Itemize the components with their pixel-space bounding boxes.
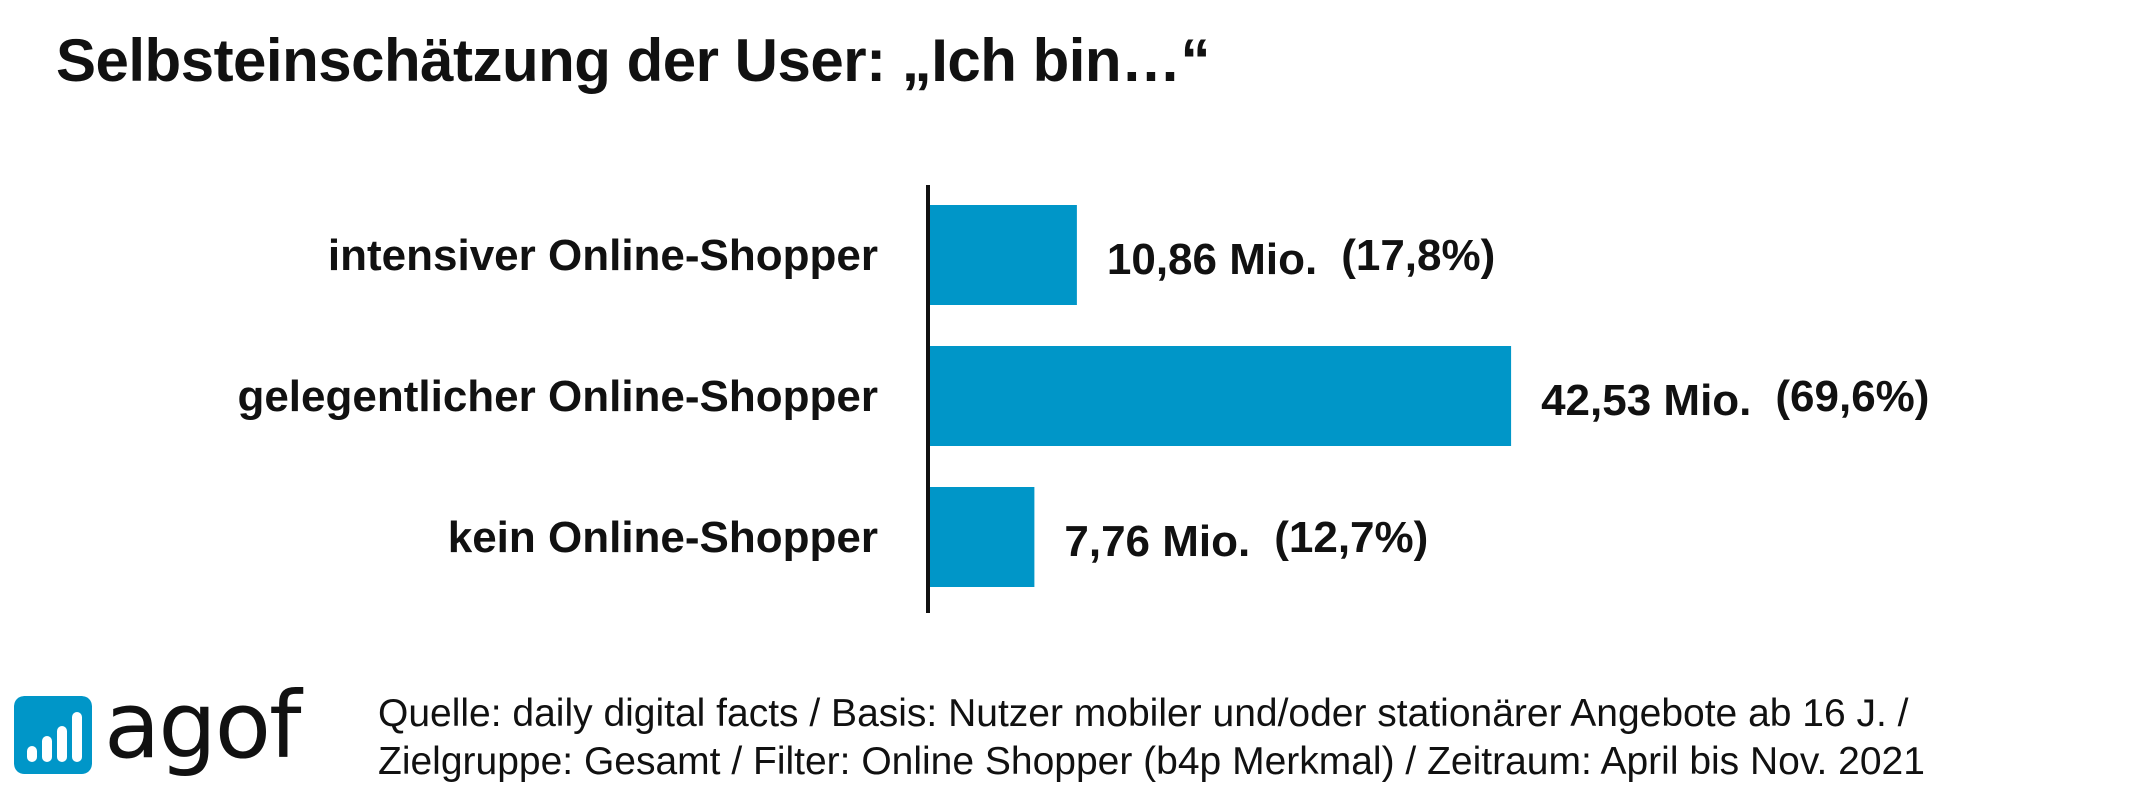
- bar: [928, 346, 1512, 446]
- percent-label: (69,6%): [1775, 372, 1929, 421]
- value-label: 42,53 Mio.: [1541, 376, 1751, 425]
- percent-label: (12,7%): [1274, 513, 1428, 562]
- chart-title: Selbsteinschätzung der User: „Ich bin…“: [56, 27, 1211, 94]
- percent-label: (17,8%): [1341, 231, 1495, 280]
- source-note: Quelle: daily digital facts / Basis: Nut…: [378, 690, 2128, 786]
- logo-text: agof: [104, 672, 301, 779]
- bar-chart: intensiver Online-Shopper 10,86 Mio. (17,8…: [237, 185, 1929, 613]
- category-label: kein Online-Shopper: [448, 513, 878, 562]
- category-label: intensiver Online-Shopper: [328, 231, 878, 280]
- bar: [928, 205, 1077, 305]
- agof-logo: agof: [14, 672, 301, 786]
- source-line-2: Zielgruppe: Gesamt / Filter: Online Shop…: [378, 740, 1925, 783]
- value-label: 10,86 Mio.: [1107, 235, 1317, 284]
- value-label: 7,76 Mio.: [1064, 517, 1250, 566]
- bar: [928, 487, 1035, 587]
- source-line-1: Quelle: daily digital facts / Basis: Nut…: [378, 692, 1909, 735]
- category-label: gelegentlicher Online-Shopper: [237, 372, 878, 421]
- bar-chart-icon: [14, 696, 92, 774]
